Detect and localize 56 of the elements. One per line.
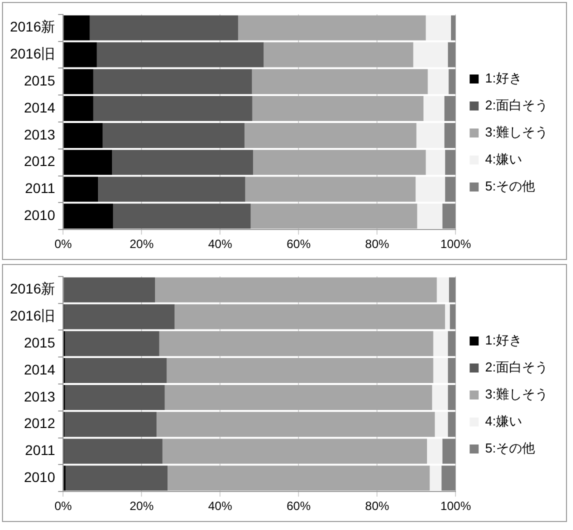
legend-label: 2:面白そう: [485, 360, 548, 375]
legend-label: 2:面白そう: [485, 98, 548, 113]
bar: [64, 122, 103, 148]
bar: [166, 358, 434, 384]
bar: [444, 96, 456, 122]
legend-label: 1:好き: [485, 70, 522, 86]
x-tick-label: 0%: [54, 499, 72, 514]
y-tick-label: 2014: [24, 99, 56, 116]
x-tick-label: 60%: [286, 499, 311, 514]
legend-label: 3:難しそう: [485, 124, 548, 140]
bar: [416, 122, 444, 148]
x-tick-label: 80%: [365, 499, 390, 514]
legend-label: 4:嫌い: [485, 414, 522, 429]
y-tick-label: 2011: [25, 180, 56, 196]
x-tick-label: 80%: [365, 237, 390, 252]
x-tick-label: 0%: [54, 237, 72, 252]
y-tick-label: 2013: [24, 126, 56, 142]
bar: [164, 384, 432, 410]
y-tick-label: 2013: [24, 388, 56, 404]
bar: [432, 384, 448, 410]
bar: [65, 358, 167, 384]
y-tick-label: 2012: [24, 415, 56, 432]
x-tick-label: 20%: [130, 237, 154, 252]
bar: [433, 358, 448, 384]
legend-label: 5:その他: [485, 440, 535, 456]
y-tick-label: 2016新: [10, 18, 56, 35]
legend-label: 5:その他: [485, 178, 535, 194]
y-tick-label: 2015: [24, 334, 56, 351]
bar: [64, 96, 94, 122]
x-tick-label: 100%: [440, 499, 472, 514]
bar: [444, 122, 456, 148]
x-tick-label: 100%: [440, 237, 472, 252]
y-tick-label: 2012: [24, 153, 56, 170]
y-tick-label: 2014: [24, 361, 56, 378]
y-tick-label: 2010: [24, 469, 56, 486]
bar: [448, 358, 456, 384]
x-tick-label: 20%: [130, 499, 154, 514]
y-tick-label: 2016新: [10, 280, 56, 297]
bar: [423, 96, 444, 122]
bar: [102, 122, 244, 148]
x-tick-label: 60%: [286, 237, 311, 252]
bar: [65, 384, 165, 410]
bar: [244, 122, 416, 148]
x-tick-label: 40%: [208, 237, 232, 252]
y-tick-label: 2016旧: [10, 46, 56, 62]
legend-label: 4:嫌い: [485, 152, 522, 167]
y-tick-label: 2010: [24, 207, 56, 224]
bar: [93, 96, 252, 122]
legend-label: 1:好き: [485, 332, 522, 348]
bar: [448, 384, 456, 410]
legend-label: 3:難しそう: [485, 386, 548, 402]
x-tick-label: 40%: [208, 499, 232, 514]
bar: [252, 96, 424, 122]
y-tick-label: 2016旧: [10, 308, 56, 324]
y-tick-label: 2015: [24, 72, 56, 89]
y-tick-label: 2011: [25, 442, 56, 458]
